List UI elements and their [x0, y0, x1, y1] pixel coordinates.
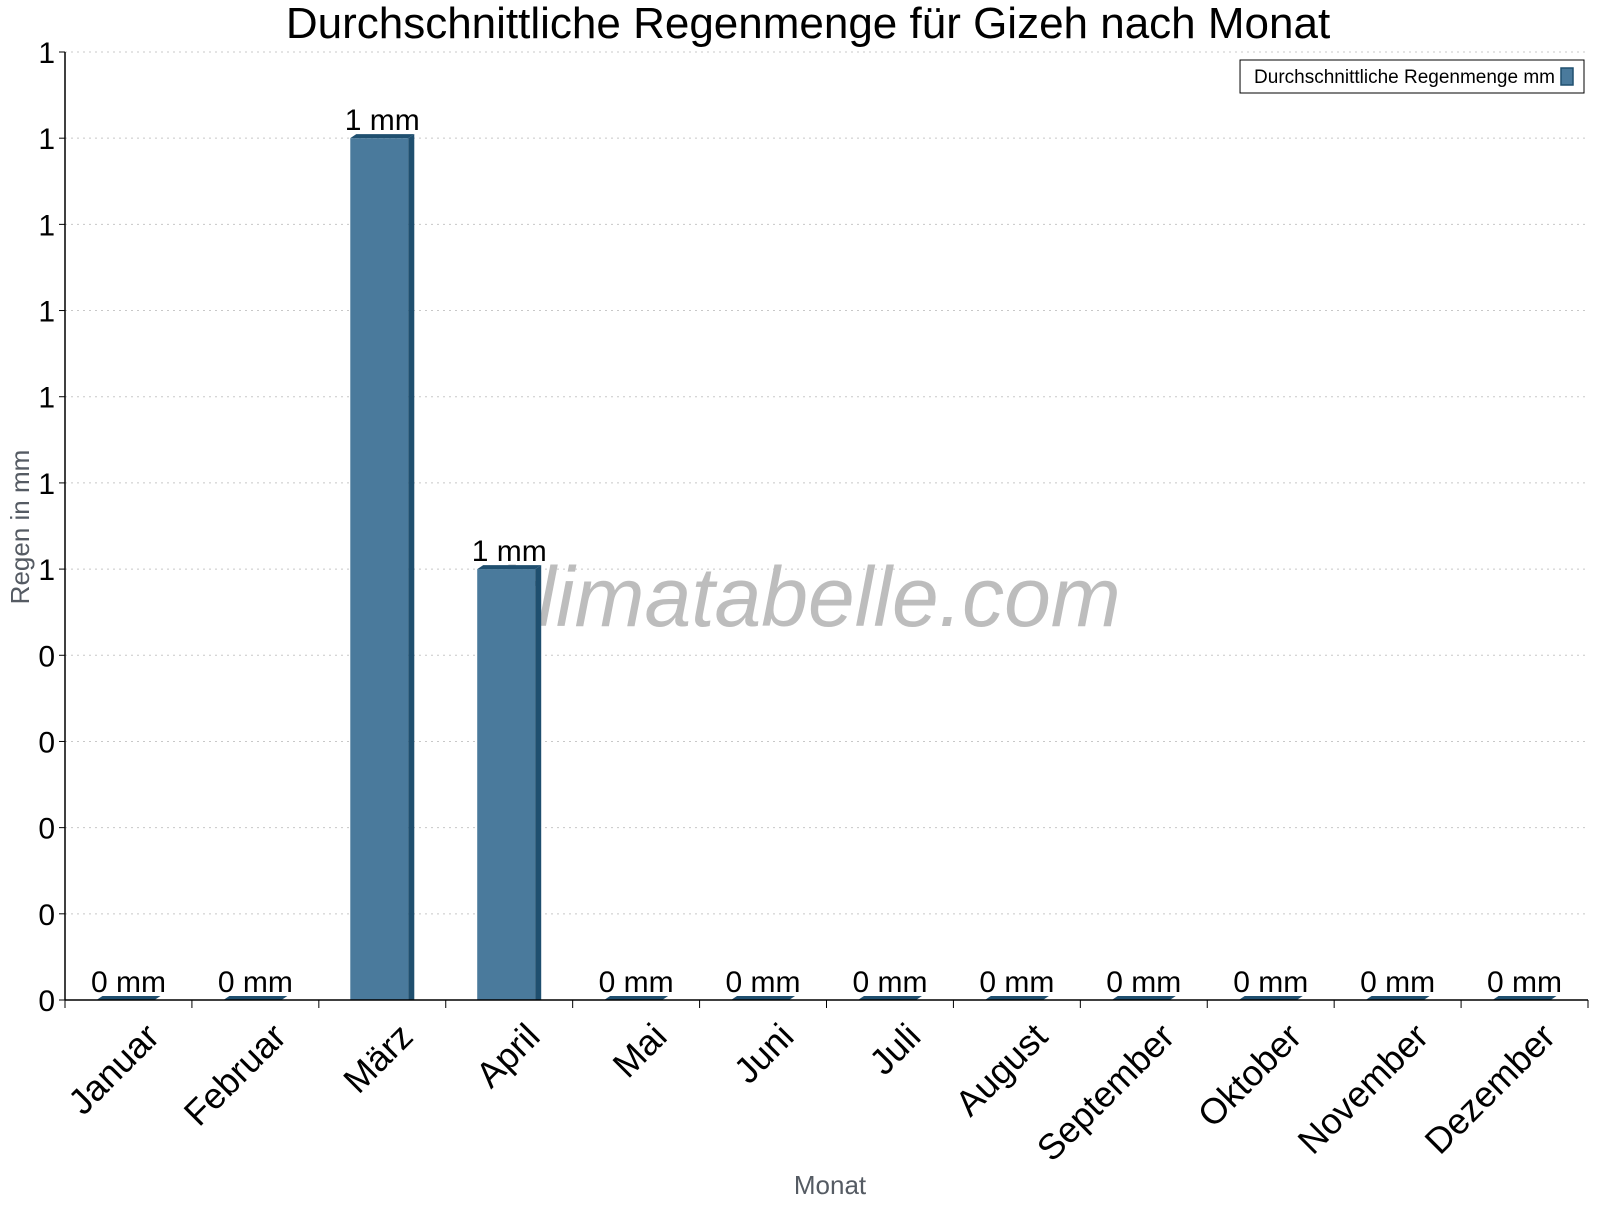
bar-top [731, 996, 796, 1000]
watermark: klimatabelle.com [495, 550, 1121, 644]
legend-swatch [1560, 67, 1574, 86]
bar [223, 996, 288, 1000]
x-tick-label: Januar [60, 1015, 167, 1122]
bar [1111, 996, 1176, 1000]
data-label: 0 mm [218, 966, 293, 999]
watermark-layer: klimatabelle.com [495, 550, 1121, 644]
data-labels: 0 mm 0 mm 1 mm 1 mm 0 mm 0 mm 0 mm 0 mm 0 mm 0 mm… [91, 104, 1562, 999]
legend-box [1239, 59, 1585, 94]
grid-lines [65, 51, 1588, 915]
legend: Durchschnittliche Regenmenge mm [1239, 59, 1585, 94]
bar [350, 134, 415, 1000]
bar-top [604, 996, 669, 1000]
y-tick-label: 0 [38, 726, 55, 759]
data-label: 1 mm [472, 535, 547, 568]
data-label: 0 mm [1487, 966, 1562, 999]
bar-top [96, 996, 161, 1000]
x-tick-label: Oktober [1190, 1015, 1310, 1135]
bar-side [535, 565, 542, 1000]
x-tick-label: Februar [176, 1015, 294, 1133]
bar [477, 565, 542, 1000]
y-tick-label: 0 [38, 640, 55, 673]
x-tick-label: April [468, 1015, 548, 1095]
bar-front [477, 569, 536, 1000]
data-label: 0 mm [599, 966, 674, 999]
data-label: 1 mm [345, 104, 420, 137]
y-tick-label: 1 [38, 123, 55, 156]
x-tick-label: Mai [604, 1015, 674, 1085]
bar [96, 996, 161, 1000]
bar-top [1365, 996, 1430, 1000]
data-label: 0 mm [1233, 966, 1308, 999]
bar [604, 996, 669, 1000]
x-tick-label: September [1029, 1015, 1183, 1169]
bar-top [350, 134, 415, 139]
x-axis-label: Monat [794, 1170, 867, 1200]
bar [1238, 996, 1303, 1000]
y-tick-label: 0 [38, 985, 55, 1018]
x-tick-label: März [335, 1015, 421, 1101]
bar [731, 996, 796, 1000]
bar [857, 996, 922, 1000]
x-tick-label: August [947, 1015, 1055, 1123]
y-tick-label: 0 [38, 899, 55, 932]
y-tick-label: 1 [38, 554, 55, 587]
bar-top [477, 565, 542, 570]
x-tick-label: Juli [861, 1015, 928, 1082]
bars [96, 134, 1557, 1000]
data-label: 0 mm [91, 966, 166, 999]
bar-top [984, 996, 1049, 1000]
y-ticks: 0 0 0 0 0 1 1 1 1 1 1 1 [38, 37, 65, 1018]
data-label: 0 mm [852, 966, 927, 999]
bar [984, 996, 1049, 1000]
x-tick-label: Juni [726, 1015, 802, 1091]
axes [64, 52, 1588, 1001]
y-tick-label: 1 [38, 382, 55, 415]
y-tick-label: 0 [38, 813, 55, 846]
bar-front [350, 138, 409, 1000]
x-tick-label: Dezember [1417, 1015, 1563, 1161]
data-label: 0 mm [979, 966, 1054, 999]
y-tick-label: 1 [38, 468, 55, 501]
y-tick-label: 1 [38, 296, 55, 329]
legend-label: Durchschnittliche Regenmenge mm [1254, 67, 1555, 88]
y-axis-label: Regen in mm [5, 450, 35, 605]
y-tick-label: 1 [38, 209, 55, 242]
bar [1365, 996, 1430, 1000]
bar-top [857, 996, 922, 1000]
bar-side [408, 134, 415, 1000]
bar [1492, 996, 1557, 1000]
bar-top [1492, 996, 1557, 1000]
data-label: 0 mm [1106, 966, 1181, 999]
x-ticks: Januar Februar März April Mai Juni Juli AugustS… [60, 1000, 1589, 1169]
data-label: 0 mm [1360, 966, 1435, 999]
chart-title: Durchschnittliche Regenmenge für Gizeh n… [286, 0, 1330, 48]
bar-top [1111, 996, 1176, 1000]
bar-top [223, 996, 288, 1000]
bar-top [1238, 996, 1303, 1000]
x-tick-label: November [1290, 1015, 1436, 1161]
y-tick-label: 1 [38, 37, 55, 70]
data-label: 0 mm [726, 966, 801, 999]
